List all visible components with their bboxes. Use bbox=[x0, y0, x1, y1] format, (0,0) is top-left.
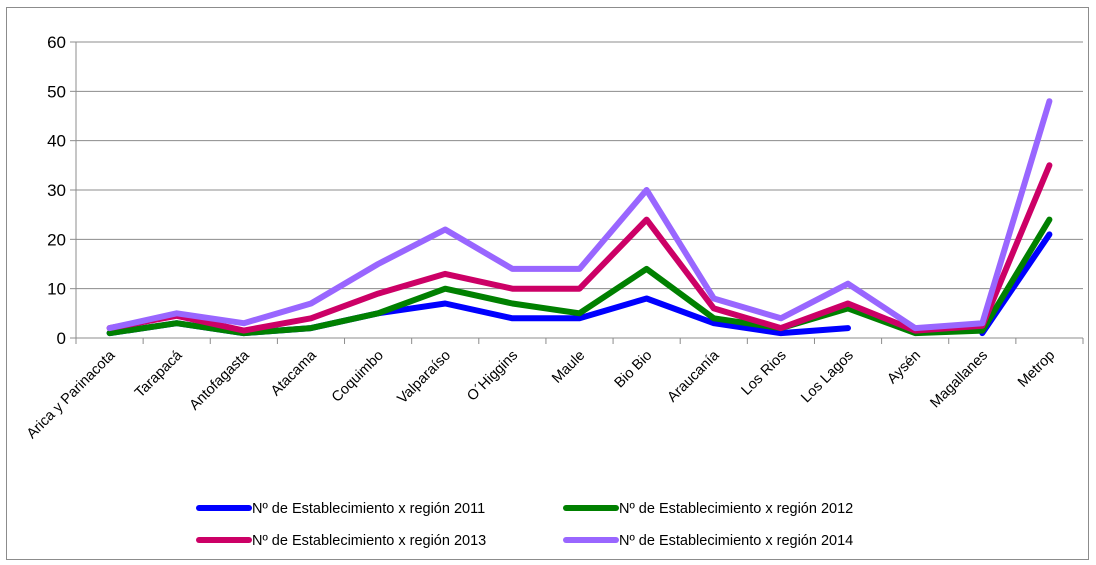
x-category-label: Antofagasta bbox=[187, 347, 254, 414]
x-category-label: Arica y Parinacota bbox=[24, 347, 119, 442]
x-category-label: Bio Bio bbox=[612, 348, 656, 392]
x-category-label: Los Lagos bbox=[798, 348, 857, 407]
x-category-label: Atacama bbox=[268, 347, 320, 399]
axes bbox=[70, 41, 1084, 344]
x-category-label: Coquimbo bbox=[329, 348, 387, 406]
y-tick-label: 0 bbox=[57, 329, 66, 348]
x-category-label: Maule bbox=[549, 348, 588, 387]
x-category-label: Metrop bbox=[1015, 348, 1058, 391]
y-tick-label: 20 bbox=[47, 230, 66, 249]
chart-frame: 0 10 20 30 40 50 60 Arica y Parinacota Tarapacá… bbox=[6, 7, 1089, 560]
series-line-3 bbox=[106, 162, 1053, 334]
x-category-label: O´Higgins bbox=[464, 348, 521, 405]
y-tick-label: 40 bbox=[47, 132, 66, 151]
legend-entry-4: Nº de Establecimiento x región 2014 bbox=[563, 533, 853, 549]
series-line-4 bbox=[106, 98, 1053, 332]
x-category-label: Aysén bbox=[884, 348, 924, 388]
y-tick-label: 60 bbox=[47, 33, 66, 52]
x-category-label: Los Rios bbox=[739, 348, 790, 399]
y-tick-label: 10 bbox=[47, 280, 66, 299]
legend: Nº de Establecimiento x región 2011 Nº de… bbox=[196, 501, 853, 549]
legend-label: Nº de Establecimiento x región 2011 bbox=[252, 501, 485, 517]
line-chart: 0 10 20 30 40 50 60 Arica y Parinacota Tarapacá… bbox=[24, 33, 1084, 549]
series-line-2 bbox=[106, 216, 1053, 337]
series-lines bbox=[106, 98, 1053, 337]
x-category-label: Tarapacá bbox=[132, 347, 186, 401]
y-tick-label: 50 bbox=[47, 82, 66, 101]
gridlines bbox=[76, 41, 1083, 290]
legend-label: Nº de Establecimiento x región 2013 bbox=[252, 533, 486, 549]
legend-label: Nº de Establecimiento x región 2012 bbox=[619, 501, 853, 517]
legend-entry-1: Nº de Establecimiento x región 2011 bbox=[196, 501, 485, 517]
x-category-label: Magallanes bbox=[927, 348, 991, 412]
legend-entry-2: Nº de Establecimiento x región 2012 bbox=[563, 501, 853, 517]
x-axis-category-labels: Arica y Parinacota Tarapacá Antofagasta Ata… bbox=[24, 347, 1058, 442]
x-category-label: Araucanía bbox=[665, 347, 724, 406]
x-category-label: Valparaíso bbox=[394, 348, 454, 408]
legend-label: Nº de Establecimiento x región 2014 bbox=[619, 533, 853, 549]
y-axis-tick-labels: 0 10 20 30 40 50 60 bbox=[47, 33, 66, 348]
y-tick-label: 30 bbox=[47, 181, 66, 200]
legend-entry-3: Nº de Establecimiento x región 2013 bbox=[196, 533, 486, 549]
